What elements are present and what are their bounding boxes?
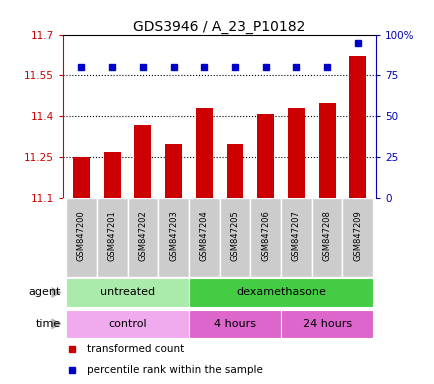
Text: transformed count: transformed count: [86, 344, 184, 354]
Bar: [66, 278, 188, 306]
Bar: [280, 310, 372, 338]
Text: GSM847208: GSM847208: [322, 210, 331, 262]
Text: control: control: [108, 319, 147, 329]
Bar: [66, 198, 97, 277]
Bar: [226, 144, 243, 198]
Text: GSM847204: GSM847204: [199, 210, 208, 261]
Bar: [318, 103, 335, 198]
Bar: [287, 108, 304, 198]
Text: GSM847202: GSM847202: [138, 210, 147, 261]
Bar: [104, 152, 120, 198]
Text: GSM847209: GSM847209: [352, 210, 362, 261]
Text: 4 hours: 4 hours: [214, 319, 256, 329]
Bar: [97, 198, 127, 277]
Bar: [256, 114, 273, 198]
Text: agent: agent: [29, 288, 61, 298]
Text: time: time: [36, 319, 61, 329]
Bar: [311, 198, 342, 277]
Bar: [280, 198, 311, 277]
Text: percentile rank within the sample: percentile rank within the sample: [86, 365, 262, 375]
Text: dexamethasone: dexamethasone: [236, 288, 325, 298]
Bar: [165, 144, 182, 198]
Bar: [188, 310, 280, 338]
Bar: [66, 310, 188, 338]
Bar: [349, 56, 365, 198]
Text: GSM847207: GSM847207: [291, 210, 300, 262]
Bar: [342, 198, 372, 277]
Text: GSM847200: GSM847200: [77, 210, 86, 261]
Bar: [188, 278, 372, 306]
Bar: [219, 198, 250, 277]
Text: untreated: untreated: [100, 288, 155, 298]
Bar: [73, 157, 90, 198]
Bar: [127, 198, 158, 277]
Text: GSM847201: GSM847201: [108, 210, 116, 261]
Text: GSM847206: GSM847206: [261, 210, 270, 262]
Bar: [250, 198, 280, 277]
Bar: [158, 198, 188, 277]
Text: 24 hours: 24 hours: [302, 319, 351, 329]
Title: GDS3946 / A_23_P10182: GDS3946 / A_23_P10182: [133, 20, 305, 33]
Text: GSM847205: GSM847205: [230, 210, 239, 261]
Bar: [188, 198, 219, 277]
Bar: [134, 124, 151, 198]
Text: GSM847203: GSM847203: [169, 210, 178, 262]
Bar: [195, 108, 212, 198]
